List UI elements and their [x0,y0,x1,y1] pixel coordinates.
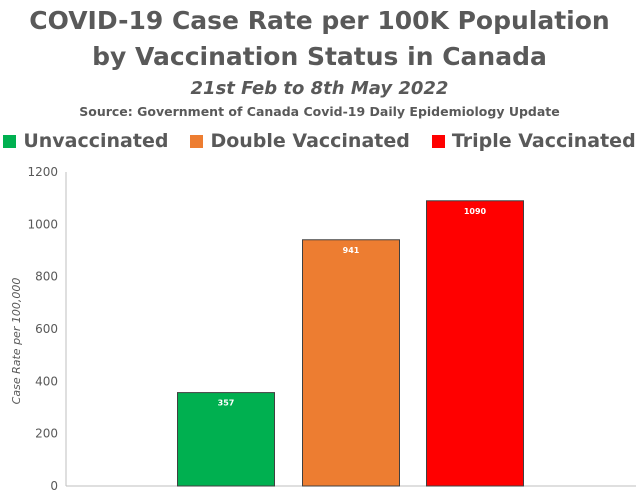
y-tick-label-400: 400 [35,374,58,388]
legend-item-unvaccinated: Unvaccinated [3,130,168,152]
legend-item-double-vaccinated: Double Vaccinated [190,130,410,152]
data-label-triple-vaccinated: 1090 [464,207,487,216]
legend-swatch-unvaccinated [3,134,17,148]
y-tick-label-1000: 1000 [27,217,58,231]
bar-unvaccinated [177,392,275,487]
legend-label-unvaccinated: Unvaccinated [23,130,169,152]
y-tick-label-600: 600 [35,322,58,336]
bar-triple-vaccinated [426,200,524,487]
y-tick-label-1200: 1200 [27,165,58,179]
chart-title-line-2: by Vaccination Status in Canada [92,42,547,71]
bar-double-vaccinated [302,239,400,487]
legend-label-double-vaccinated: Double Vaccinated [210,130,410,152]
data-label-unvaccinated: 357 [218,399,235,408]
chart-subtitle: 21st Feb to 8th May 2022 [190,78,449,99]
legend-item-triple-vaccinated: Triple Vaccinated [431,130,636,152]
y-tick-label-800: 800 [35,270,58,284]
legend-swatch-triple-vaccinated [431,134,445,148]
chart-title-line-1: COVID-19 Case Rate per 100K Population [29,6,610,35]
data-label-double-vaccinated: 941 [343,246,360,255]
y-axis-title: Case Rate per 100,000 [10,278,23,405]
legend-label-triple-vaccinated: Triple Vaccinated [451,130,636,152]
y-tick-label-200: 200 [35,427,58,441]
legend-swatch-double-vaccinated [190,134,204,148]
chart-source: Source: Government of Canada Covid-19 Da… [79,104,560,119]
y-tick-label-0: 0 [50,479,58,493]
legend: Unvaccinated Double Vaccinated Triple Va… [0,130,639,152]
